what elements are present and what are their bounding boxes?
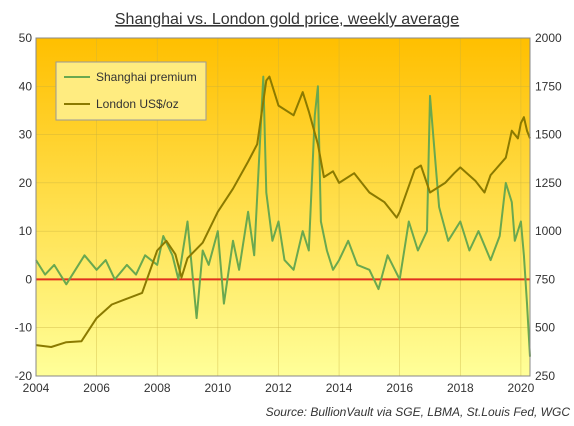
y-right-tick-label: 2000 [535, 31, 562, 45]
y-right-tick-label: 1750 [535, 79, 562, 93]
legend-label-shanghai-premium: Shanghai premium [96, 70, 197, 84]
source-text: BullionVault via SGE, LBMA, St.Louis Fed… [310, 405, 570, 419]
x-tick-label: 2006 [83, 381, 110, 395]
x-tick-label: 2014 [326, 381, 353, 395]
y-right-tick-label: 500 [535, 321, 555, 335]
y-left-tick-label: 10 [19, 224, 33, 238]
x-tick-label: 2004 [23, 381, 50, 395]
y-right-tick-label: 250 [535, 369, 555, 383]
legend-label-london-price: London US$/oz [96, 97, 179, 111]
series-line-shanghai-premium [35, 75, 531, 357]
chart-title: Shanghai vs. London gold price, weekly a… [115, 11, 459, 28]
y-left-tick-label: -20 [15, 369, 33, 383]
y-left-tick-label: -10 [15, 321, 33, 335]
x-tick-label: 2020 [508, 381, 535, 395]
x-tick-label: 2018 [447, 381, 474, 395]
x-tick-label: 2012 [265, 381, 292, 395]
y-right-tick-label: 750 [535, 272, 555, 286]
y-left-tick-label: 50 [19, 31, 33, 45]
x-tick-label: 2016 [386, 381, 413, 395]
y-right-tick-label: 1000 [535, 224, 562, 238]
y-left-tick-label: 30 [19, 128, 33, 142]
y-right-tick-label: 1500 [535, 128, 562, 142]
legend-box [55, 61, 207, 121]
y-right-tick-label: 1250 [535, 176, 562, 190]
y-left-tick-label: 20 [19, 176, 33, 190]
y-left-tick-label: 40 [19, 79, 33, 93]
x-tick-label: 2010 [204, 381, 231, 395]
left-axis-ticks: -20 -10 0 10 20 30 40 50 [15, 31, 33, 383]
series-line-london-price [35, 75, 531, 348]
right-axis-ticks: 250 500 750 1000 1250 1500 1750 2000 [535, 31, 562, 383]
plot-border [35, 37, 531, 377]
source-note: Source: BullionVault via SGE, LBMA, St.L… [266, 405, 571, 419]
y-left-tick-label: 0 [25, 272, 32, 286]
x-axis-ticks: 2004 2006 2008 2010 2012 2014 2016 2018 2020 [23, 381, 535, 395]
legend: Shanghai premium London US$/oz [55, 61, 207, 121]
x-tick-label: 2008 [144, 381, 171, 395]
source-label: Source: [266, 405, 307, 419]
